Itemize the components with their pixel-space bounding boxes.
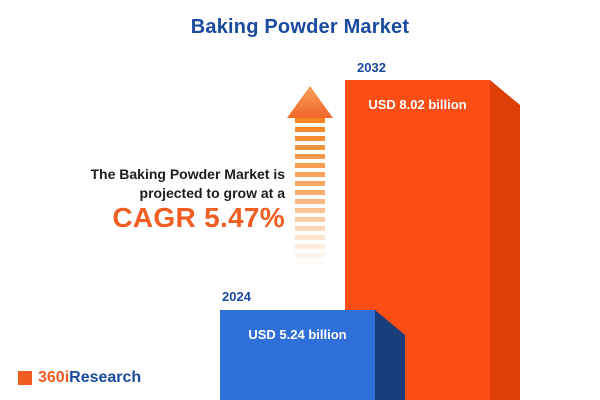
logo-square-icon	[18, 371, 32, 385]
description-line2: projected to grow at a	[139, 185, 285, 201]
logo-text: 360iResearch	[38, 369, 141, 387]
bar-2024-year-label: 2024	[222, 289, 251, 304]
bar-2032-year-label: 2032	[357, 60, 386, 75]
description-line1: The Baking Powder Market is	[90, 166, 286, 182]
description-text: The Baking Powder Market is projected to…	[40, 165, 286, 203]
bar-2032-side-face	[490, 80, 520, 400]
cagr-text: CAGR 5.47%	[112, 202, 285, 233]
page-title: Baking Powder Market	[190, 16, 410, 38]
bar-2032-value-label: USD 8.02 billion	[368, 97, 467, 112]
logo-suffix: Research	[69, 369, 142, 386]
bar-2024-value-label: USD 5.24 billion	[248, 327, 347, 342]
growth-arrow-icon	[287, 86, 333, 118]
bar-2024	[220, 310, 375, 400]
growth-arrow-tail	[295, 118, 325, 268]
logo-prefix: 360i	[38, 369, 70, 386]
logo: 360iResearch	[18, 369, 141, 387]
